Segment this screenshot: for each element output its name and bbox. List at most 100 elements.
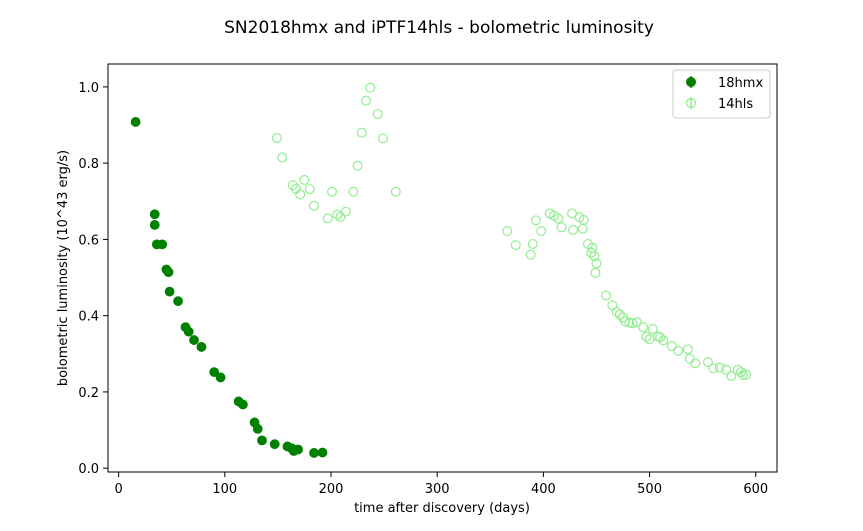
data-point-14hls-63 (702, 357, 713, 368)
chart-title: SN2018hmx and iPTF14hls - bolometric lum… (224, 18, 654, 38)
data-point-14hls-23 (525, 249, 536, 260)
data-point-14hls-29 (553, 213, 564, 224)
plot-area (108, 64, 777, 472)
data-marks (130, 82, 752, 458)
data-point-18hmx-8 (173, 296, 183, 307)
data-point-18hmx-7 (164, 286, 175, 297)
data-point-18hmx-4 (157, 239, 168, 250)
data-point-14hls-68 (732, 364, 743, 375)
data-point-18hmx-20 (269, 439, 280, 450)
data-point-18hmx-19 (257, 435, 267, 446)
data-point-14hls-12 (340, 206, 351, 217)
data-point-18hmx-18 (252, 424, 263, 434)
legend-marker-18hmx (686, 77, 696, 87)
x-tick-label-3: 300 (425, 482, 450, 497)
legend-box (672, 69, 771, 119)
data-point-14hls-14 (352, 160, 363, 171)
y-tick-label-3: 0.6 (78, 233, 99, 248)
data-point-14hls-35 (578, 214, 589, 225)
data-point-14hls-4 (295, 189, 306, 200)
data-point-14hls-13 (348, 186, 359, 197)
data-point-18hmx-0 (130, 117, 141, 127)
y-axis-label: bolometric luminosity (10^43 erg/s) (56, 150, 71, 386)
y-axis-ticks: 0.0 0.2 0.4 0.6 0.8 1.0 (78, 81, 108, 477)
data-point-14hls-20 (390, 186, 401, 197)
data-point-18hmx-12 (196, 342, 207, 352)
data-point-18hmx-2 (149, 220, 160, 230)
data-point-14hls-49 (627, 318, 638, 329)
data-point-18hmx-6 (163, 267, 174, 278)
data-point-14hls-24 (527, 238, 538, 249)
data-point-14hls-26 (536, 226, 547, 237)
data-point-14hls-62 (690, 358, 701, 369)
data-point-14hls-16 (361, 95, 372, 106)
data-point-14hls-47 (620, 316, 631, 327)
data-point-14hls-32 (568, 224, 579, 235)
data-point-14hls-9 (327, 186, 338, 197)
data-point-18hmx-16 (237, 399, 248, 410)
data-point-14hls-30 (556, 222, 567, 233)
y-tick-label-2: 0.4 (78, 310, 99, 325)
y-tick-label-0: 0.0 (78, 462, 99, 477)
legend-label-18hmx: 18hmx (718, 76, 763, 91)
data-point-14hls-51 (638, 322, 649, 333)
data-point-14hls-25 (530, 215, 541, 226)
data-point-14hls-50 (631, 317, 642, 328)
data-point-14hls-57 (658, 335, 669, 346)
data-point-14hls-15 (356, 127, 367, 138)
y-tick-label-1: 0.2 (78, 386, 99, 401)
data-point-14hls-60 (682, 344, 693, 355)
data-point-14hls-70 (738, 370, 749, 381)
data-point-18hmx-24 (293, 444, 303, 455)
x-tick-label-1: 100 (212, 482, 237, 497)
data-point-14hls-2 (287, 180, 298, 191)
legend-marker-14hls (685, 97, 697, 109)
data-point-14hls-45 (614, 309, 625, 320)
y-tick-label-5: 1.0 (78, 81, 99, 96)
y-tick-label-4: 0.8 (78, 157, 99, 172)
data-point-14hls-8 (322, 213, 333, 224)
legend-label-14hls: 14hls (718, 97, 753, 112)
data-point-14hls-54 (647, 324, 658, 335)
data-point-14hls-67 (726, 370, 737, 381)
data-point-18hmx-11 (189, 335, 199, 345)
data-point-14hls-11 (335, 211, 346, 222)
legend: 18hmx 14hls (672, 69, 771, 119)
data-point-18hmx-14 (215, 372, 226, 383)
x-tick-label-0: 0 (114, 482, 122, 497)
data-point-18hmx-13 (209, 367, 220, 377)
data-point-14hls-19 (378, 133, 389, 144)
x-tick-label-2: 200 (319, 482, 344, 497)
data-point-14hls-65 (714, 362, 725, 373)
data-point-14hls-59 (673, 345, 684, 356)
data-point-14hls-6 (304, 184, 315, 195)
x-tick-label-5: 500 (637, 482, 662, 497)
data-point-14hls-21 (502, 226, 513, 237)
data-point-18hmx-1 (149, 209, 160, 220)
data-point-14hls-37 (586, 247, 597, 258)
data-point-14hls-41 (591, 258, 602, 269)
data-point-18hmx-10 (183, 326, 194, 337)
data-point-14hls-18 (372, 108, 383, 119)
x-axis-label: time after discovery (days) (354, 501, 530, 516)
x-axis-ticks: 0 100 200 300 400 500 600 (114, 472, 768, 497)
x-tick-label-4: 400 (531, 482, 556, 497)
data-point-14hls-17 (365, 82, 376, 93)
data-point-14hls-69 (735, 367, 746, 378)
data-point-18hmx-26 (317, 447, 328, 458)
data-point-14hls-56 (655, 332, 666, 343)
plot-frame (107, 63, 778, 473)
data-point-14hls-71 (741, 369, 752, 380)
data-point-14hls-52 (641, 331, 652, 342)
x-tick-label-6: 600 (743, 482, 768, 497)
data-point-14hls-66 (721, 364, 732, 375)
data-point-14hls-44 (611, 306, 622, 317)
data-point-14hls-1 (277, 152, 288, 163)
data-point-14hls-42 (601, 290, 612, 301)
data-point-14hls-0 (271, 132, 282, 143)
data-point-14hls-64 (708, 363, 719, 374)
data-point-14hls-39 (589, 251, 600, 262)
data-point-14hls-10 (332, 209, 343, 220)
data-point-14hls-22 (510, 240, 521, 251)
